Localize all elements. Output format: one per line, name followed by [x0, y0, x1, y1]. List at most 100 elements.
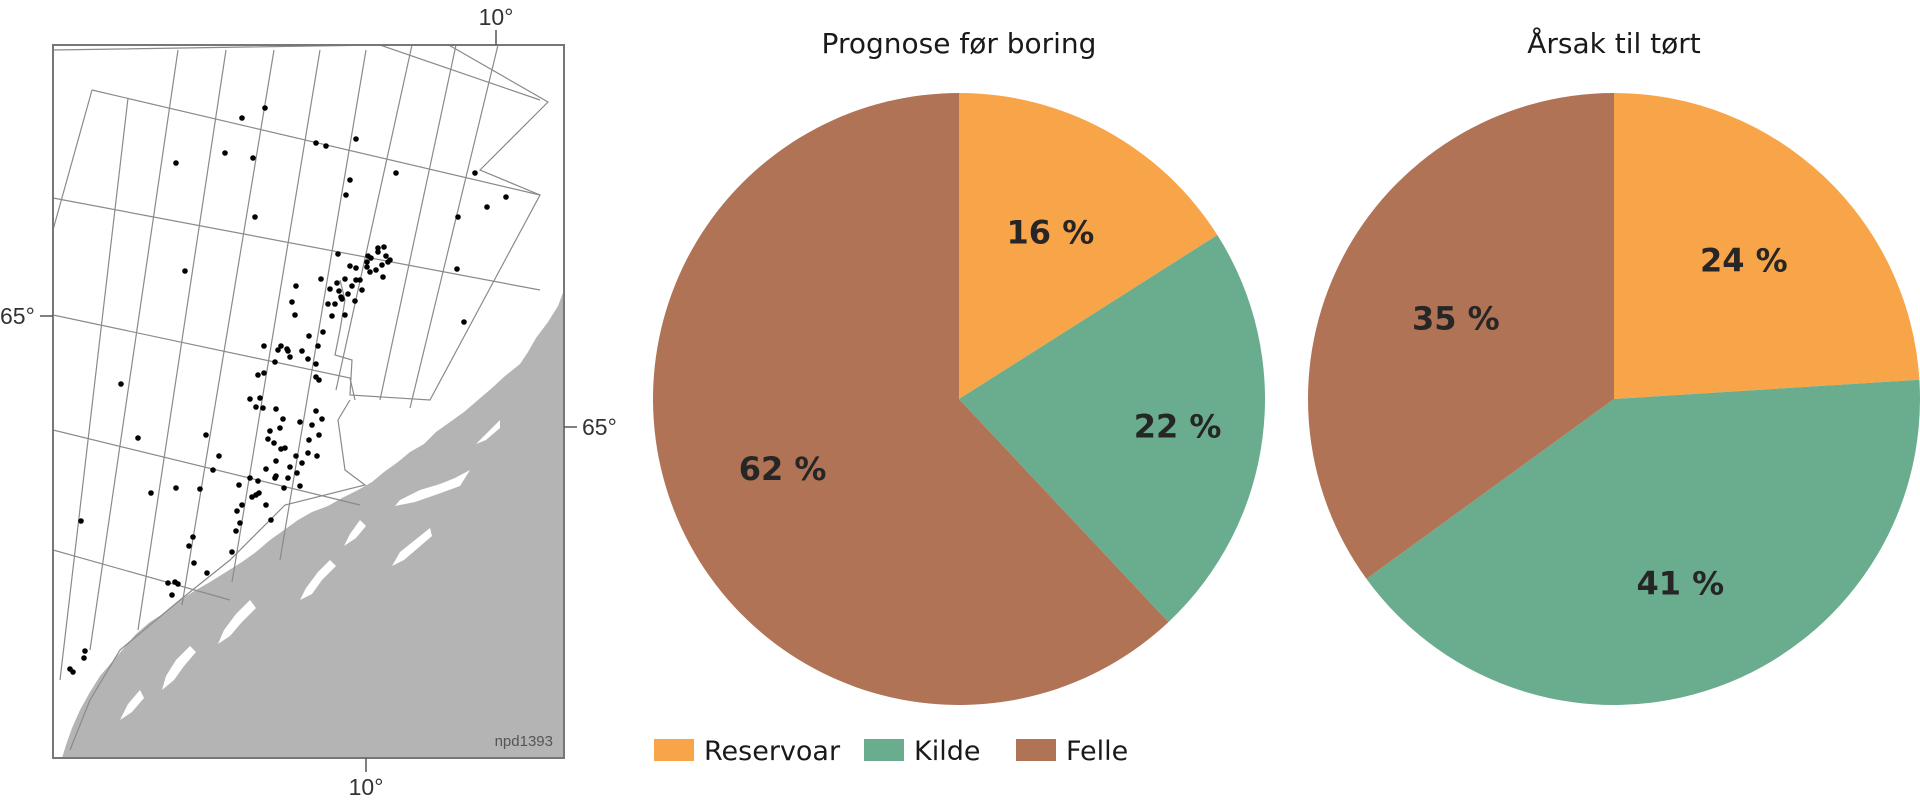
well-dot — [357, 277, 363, 283]
well-dot — [255, 478, 261, 484]
license-block-grid — [53, 45, 549, 751]
pie-slice-kilde — [1366, 379, 1920, 705]
slice-label-felle: 62 % — [739, 450, 827, 488]
well-dot — [173, 160, 179, 166]
well-dot — [320, 329, 326, 335]
well-dot — [383, 253, 389, 259]
slice-label-kilde: 41 % — [1636, 564, 1724, 602]
well-dot — [239, 115, 245, 121]
well-dot — [260, 405, 266, 411]
well-dot — [359, 287, 365, 293]
figure-id: npd1393 — [495, 733, 553, 750]
well-dot — [393, 170, 399, 176]
pie-slice-kilde — [959, 235, 1265, 623]
well-dot — [306, 333, 312, 339]
legend-swatch-reservoar — [654, 739, 694, 761]
well-dot — [273, 406, 279, 412]
well-dot — [237, 520, 243, 526]
well-dot — [342, 312, 348, 318]
well-dot — [267, 428, 273, 434]
well-dot — [253, 492, 259, 498]
well-dot — [503, 194, 509, 200]
well-dot — [347, 177, 353, 183]
well-dot — [197, 486, 203, 492]
norway-coastline-land — [62, 290, 564, 758]
well-dot — [347, 263, 353, 269]
well-dot — [278, 343, 284, 349]
well-dot — [319, 416, 325, 422]
well-dot — [313, 361, 319, 367]
well-dot — [353, 265, 359, 271]
lat-label-right: 65° — [582, 414, 617, 440]
well-dot — [327, 286, 333, 292]
well-dot — [365, 253, 371, 259]
well-dot — [461, 319, 467, 325]
well-dot — [257, 395, 263, 401]
pie-slice-reservoar — [1614, 93, 1920, 399]
well-dot — [367, 269, 373, 275]
well-dot — [265, 436, 271, 442]
well-dot — [373, 267, 379, 273]
well-dot — [472, 170, 478, 176]
well-dot — [239, 502, 245, 508]
well-dot — [169, 592, 175, 598]
well-dot — [380, 274, 386, 280]
slice-label-kilde: 22 % — [1134, 408, 1222, 446]
well-dot — [81, 655, 87, 661]
well-dot — [165, 580, 171, 586]
well-dot — [364, 264, 370, 270]
well-dot — [204, 570, 210, 576]
well-dot — [297, 483, 303, 489]
slice-label-reservoar: 24 % — [1700, 242, 1788, 280]
well-dot — [318, 276, 324, 282]
well-dot — [287, 464, 293, 470]
well-dot — [262, 105, 268, 111]
well-dot — [323, 143, 329, 149]
well-dot — [339, 296, 345, 302]
well-dot — [210, 467, 216, 473]
well-dot — [455, 214, 461, 220]
legend-label: Kilde — [914, 736, 980, 767]
well-dot — [309, 422, 315, 428]
well-dot — [272, 475, 278, 481]
well-dot — [216, 453, 222, 459]
well-dot — [349, 283, 355, 289]
well-dot — [329, 313, 335, 319]
lon-label-bottom: 10° — [349, 774, 384, 800]
legend-item-felle: Felle — [1016, 736, 1128, 767]
well-dot — [186, 543, 192, 549]
well-dot — [261, 343, 267, 349]
well-dot — [343, 192, 349, 198]
well-dot — [222, 150, 228, 156]
legend-item-reservoar: Reservoar — [654, 736, 841, 767]
well-dot — [335, 251, 341, 257]
pie-title: Årsak til tørt — [1527, 26, 1701, 60]
well-dot — [313, 140, 319, 146]
pie-chart-prognose: Prognose før boring 16 % 22 % 62 % — [653, 27, 1265, 705]
well-dot — [293, 453, 299, 459]
pie-slice-felle — [1308, 93, 1614, 579]
well-dot — [342, 276, 348, 282]
well-dot — [285, 475, 291, 481]
well-dot — [261, 370, 267, 376]
slice-label-reservoar: 16 % — [1007, 214, 1095, 252]
well-dot — [287, 354, 293, 360]
well-dot — [273, 458, 279, 464]
well-dot — [364, 259, 370, 265]
well-dot — [299, 348, 305, 354]
well-dot — [332, 301, 338, 307]
pie-slice-reservoar — [959, 93, 1218, 399]
well-dot — [275, 347, 281, 353]
well-dot — [78, 518, 84, 524]
well-dot — [182, 268, 188, 274]
well-dot — [292, 312, 298, 318]
well-dot — [172, 579, 178, 585]
pie-chart-arsak: Årsak til tørt 24 % 41 % 35 % — [1308, 26, 1920, 705]
well-dot — [353, 136, 359, 142]
lat-label-left: 65° — [0, 303, 35, 329]
well-dot — [268, 517, 274, 523]
well-dot — [379, 262, 385, 268]
well-dot — [305, 356, 311, 362]
well-dot — [280, 416, 286, 422]
well-location-map: 10° 10° 65° 65° npd1393 — [0, 4, 617, 800]
